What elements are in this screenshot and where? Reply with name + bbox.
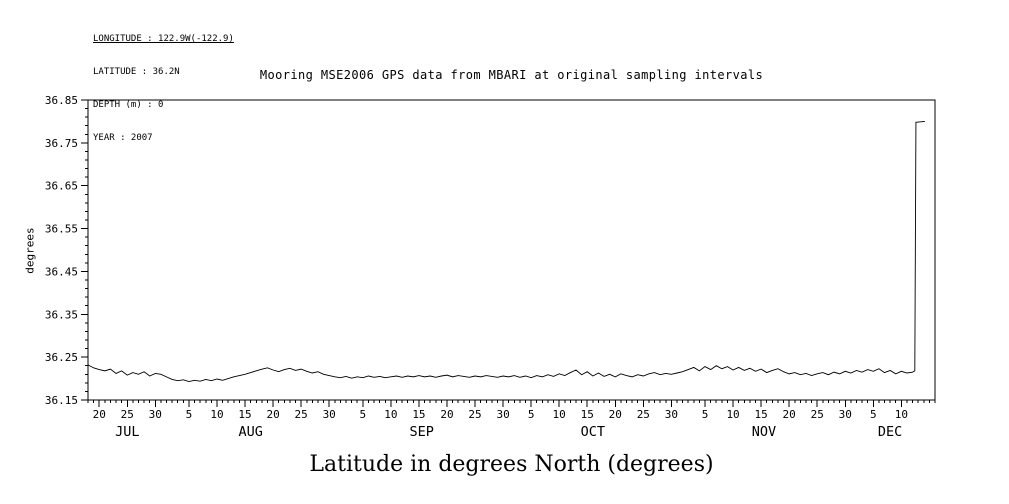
metadata-longitude: LONGITUDE : 122.9W(-122.9) xyxy=(93,34,234,44)
x-tick-label: 20 xyxy=(609,408,622,421)
x-tick-label: 20 xyxy=(93,408,106,421)
metadata-year: YEAR : 2007 xyxy=(93,133,153,143)
x-tick-label: 5 xyxy=(702,408,709,421)
x-tick-label: 15 xyxy=(754,408,767,421)
y-tick-label: 36.65 xyxy=(45,180,78,193)
x-tick-label: 5 xyxy=(870,408,877,421)
x-tick-label: 25 xyxy=(121,408,134,421)
x-tick-label: 10 xyxy=(553,408,566,421)
x-tick-label: 15 xyxy=(581,408,594,421)
x-axis-label: Latitude in degrees North (degrees) xyxy=(309,452,714,477)
x-tick-label: 10 xyxy=(210,408,223,421)
month-label: OCT xyxy=(581,424,605,440)
y-tick-label: 36.55 xyxy=(45,223,78,236)
metadata-depth: DEPTH (m) : 0 xyxy=(93,100,164,110)
x-tick-label: 5 xyxy=(186,408,193,421)
x-tick-label: 20 xyxy=(783,408,796,421)
x-tick-label: 15 xyxy=(238,408,251,421)
month-label: JUL xyxy=(115,424,139,440)
x-tick-label: 10 xyxy=(384,408,397,421)
x-tick-label: 30 xyxy=(149,408,162,421)
y-tick-label: 36.15 xyxy=(45,394,78,407)
x-tick-label: 25 xyxy=(295,408,308,421)
y-tick-label: 36.75 xyxy=(45,137,78,150)
latitude-line xyxy=(87,120,925,383)
x-tick-label: 15 xyxy=(412,408,425,421)
month-label: NOV xyxy=(752,424,776,440)
month-label: SEP xyxy=(410,424,434,440)
metadata-block: LONGITUDE : 122.9W(-122.9) LATITUDE : 36… xyxy=(93,12,234,166)
plot-frame xyxy=(87,99,936,401)
x-tick-label: 30 xyxy=(665,408,678,421)
x-tick-label: 5 xyxy=(528,408,535,421)
x-tick-label: 20 xyxy=(440,408,453,421)
y-tick-label: 36.85 xyxy=(45,94,78,107)
x-tick-label: 25 xyxy=(637,408,650,421)
metadata-latitude: LATITUDE : 36.2N xyxy=(93,67,180,77)
y-tick-label: 36.35 xyxy=(45,308,78,321)
x-tick-label: 30 xyxy=(839,408,852,421)
x-tick-label: 10 xyxy=(726,408,739,421)
x-tick-label: 30 xyxy=(323,408,336,421)
x-tick-label: 30 xyxy=(496,408,509,421)
month-label: AUG xyxy=(238,424,262,440)
month-label: DEC xyxy=(878,424,902,440)
x-tick-label: 20 xyxy=(266,408,279,421)
x-tick-label: 25 xyxy=(811,408,824,421)
y-tick-label: 36.25 xyxy=(45,351,78,364)
x-tick-label: 5 xyxy=(360,408,367,421)
x-tick-label: 25 xyxy=(468,408,481,421)
chart-title: Mooring MSE2006 GPS data from MBARI at o… xyxy=(259,68,764,82)
y-tick-label: 36.45 xyxy=(45,265,78,278)
x-tick-label: 10 xyxy=(895,408,908,421)
